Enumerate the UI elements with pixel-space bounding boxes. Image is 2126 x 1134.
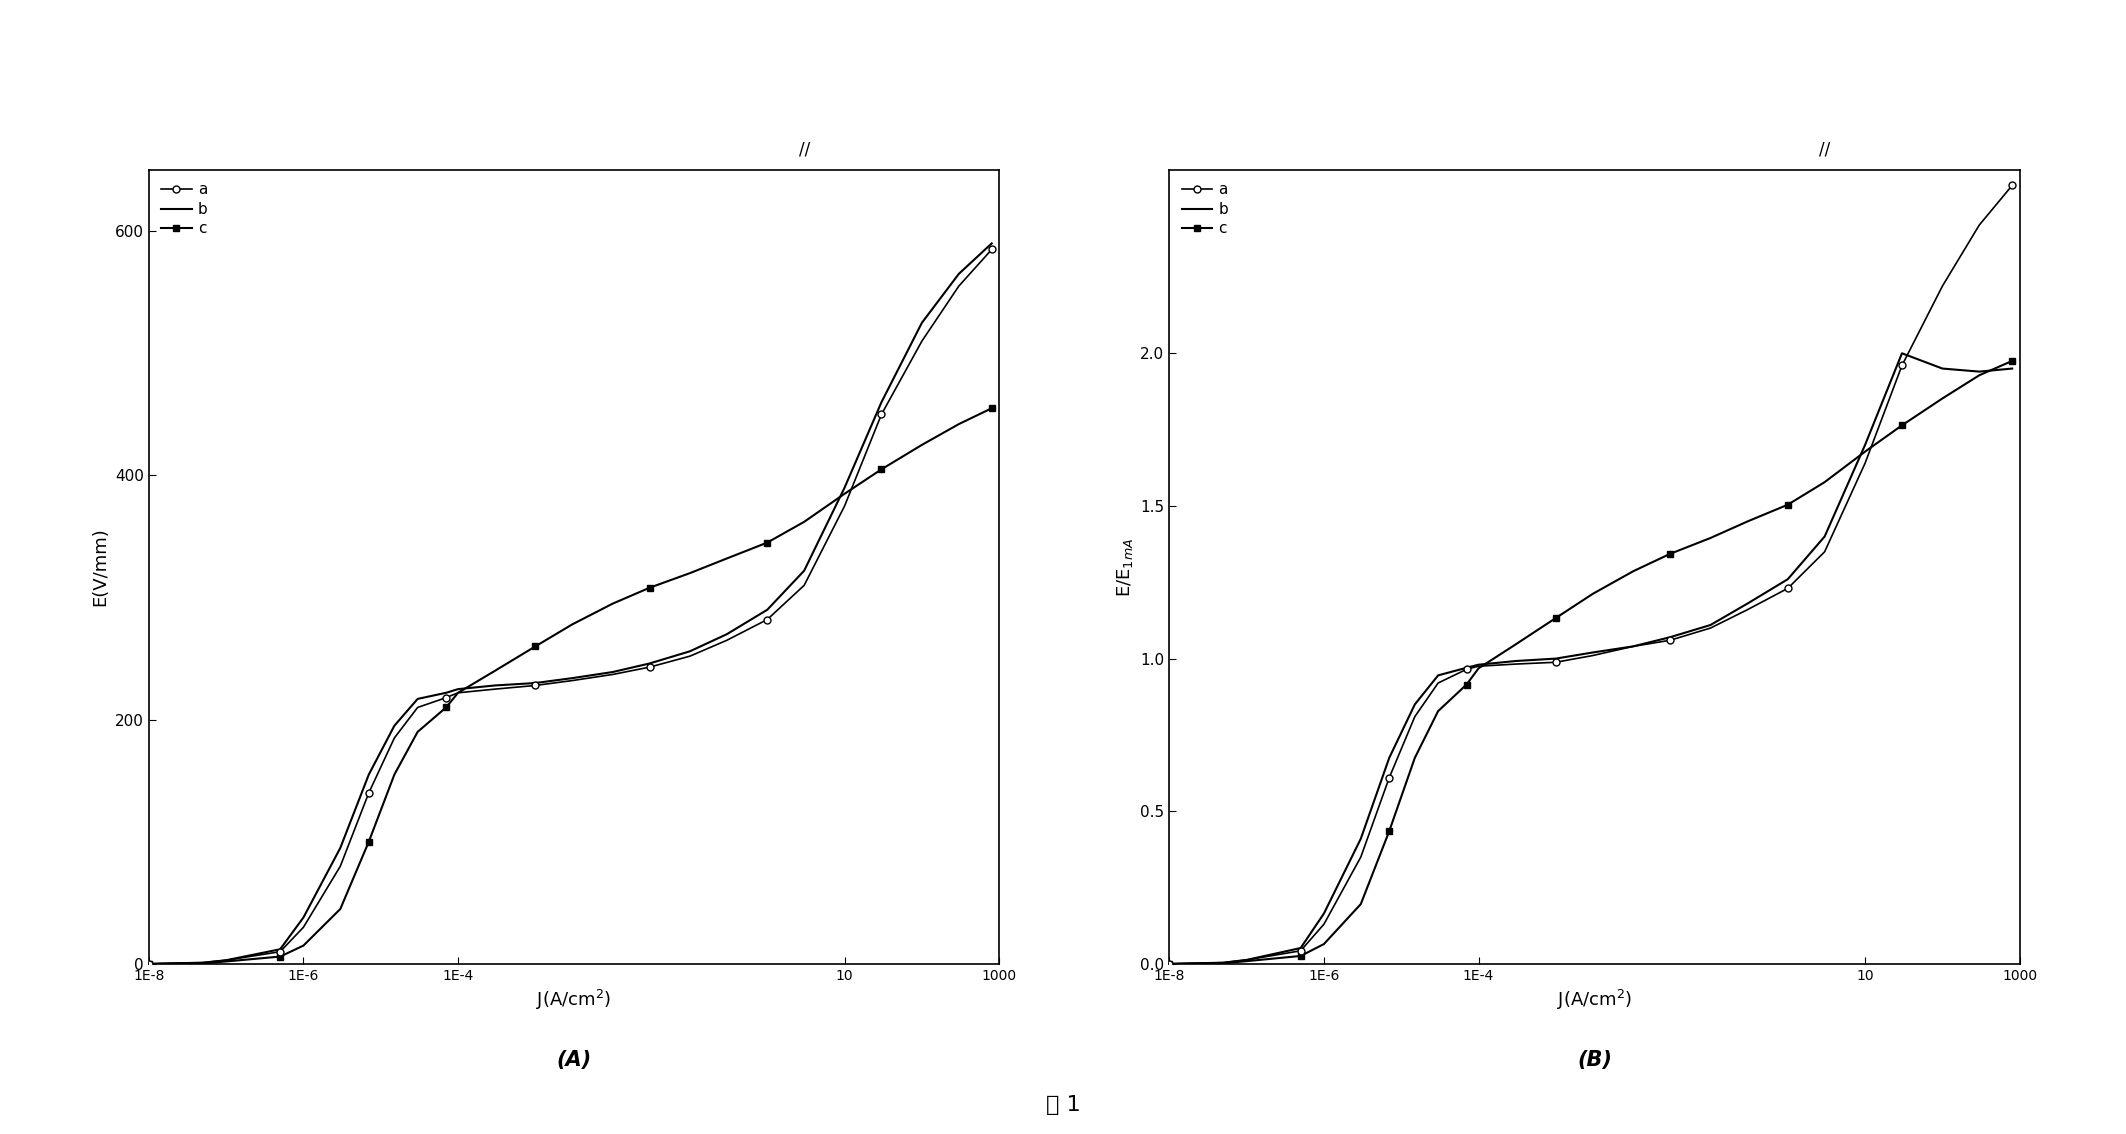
Text: (B): (B) bbox=[1577, 1050, 1612, 1070]
Y-axis label: E/E$_{1mA}$: E/E$_{1mA}$ bbox=[1114, 538, 1135, 596]
Text: //: // bbox=[1820, 141, 1830, 159]
Legend: a, b, c: a, b, c bbox=[1178, 178, 1233, 242]
X-axis label: J(A/cm$^2$): J(A/cm$^2$) bbox=[536, 989, 612, 1013]
Text: (A): (A) bbox=[557, 1050, 591, 1070]
Text: //: // bbox=[799, 141, 810, 159]
X-axis label: J(A/cm$^2$): J(A/cm$^2$) bbox=[1556, 989, 1633, 1013]
Legend: a, b, c: a, b, c bbox=[157, 178, 213, 242]
Y-axis label: E(V/mm): E(V/mm) bbox=[91, 527, 108, 607]
Text: 图 1: 图 1 bbox=[1046, 1095, 1080, 1116]
